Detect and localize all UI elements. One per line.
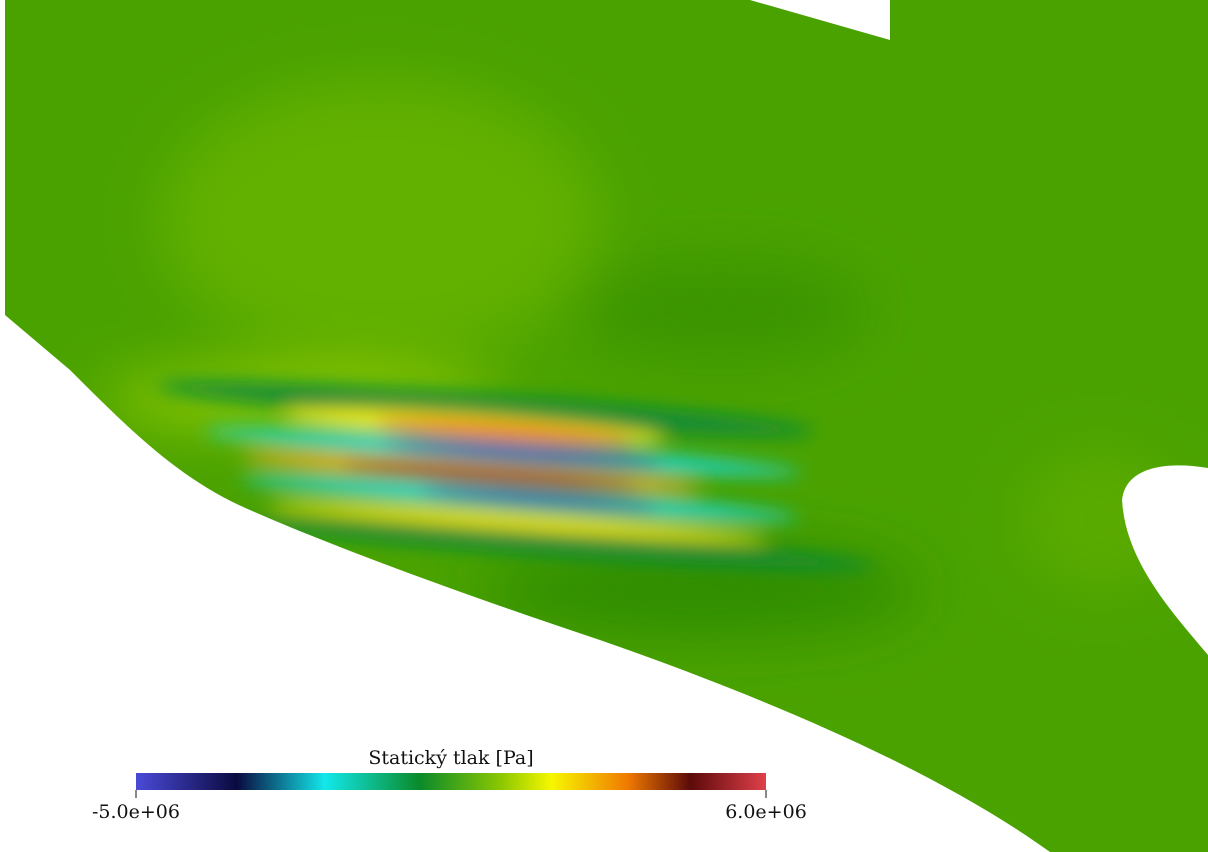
colorbar: Statický tlak [Pa] [136,747,766,790]
colorbar-tick-label: -5.0e+06 [92,801,180,823]
colorbar-scale [136,773,766,790]
colorbar-tick-label: 6.0e+06 [725,801,807,823]
colorbar-title: Statický tlak [Pa] [368,747,533,769]
